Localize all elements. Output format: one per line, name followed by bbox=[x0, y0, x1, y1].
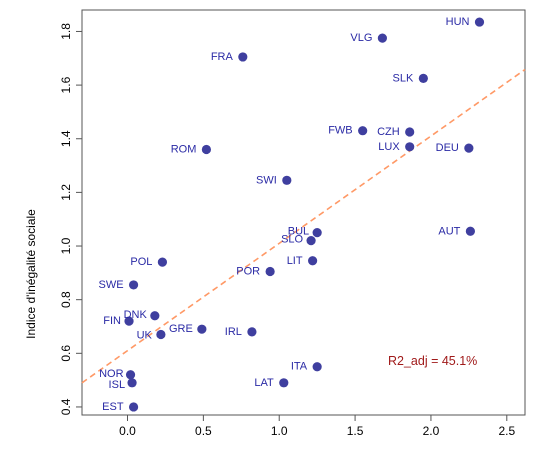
point-label-slo: SLO bbox=[281, 234, 303, 246]
x-tick-label: 2.0 bbox=[423, 424, 440, 438]
point-label-bul: BUL bbox=[288, 226, 309, 238]
data-point-swe bbox=[128, 280, 139, 290]
point-label-deu: DEU bbox=[436, 142, 459, 154]
data-point-lux bbox=[405, 142, 415, 152]
point-label-por: POR bbox=[236, 266, 260, 278]
x-tick-label: 0.0 bbox=[119, 424, 136, 438]
data-point-slk bbox=[418, 73, 428, 83]
y-tick-label: 1.8 bbox=[59, 23, 73, 40]
y-tick-label: 1.4 bbox=[59, 130, 73, 147]
data-point-aut bbox=[465, 226, 475, 236]
x-tick-label: 1.0 bbox=[271, 424, 288, 438]
point-label-dnk: DNK bbox=[124, 309, 148, 321]
data-point-fra bbox=[238, 52, 248, 62]
data-point-vlg bbox=[377, 33, 387, 43]
data-point-fwb bbox=[358, 126, 368, 136]
point-label-irl: IRL bbox=[225, 326, 242, 338]
data-point-czh bbox=[405, 127, 415, 137]
y-tick-label: 0.6 bbox=[59, 345, 73, 362]
data-point-slo bbox=[306, 236, 316, 246]
data-point-lat bbox=[279, 378, 289, 388]
data-point-dnk bbox=[150, 311, 160, 321]
regression-line bbox=[81, 68, 526, 384]
points-layer bbox=[124, 17, 485, 412]
point-label-vlg: VLG bbox=[350, 32, 372, 44]
data-point-deu bbox=[464, 143, 474, 153]
data-point-lit bbox=[308, 256, 318, 266]
plot-frame bbox=[81, 9, 526, 416]
point-label-czh: CZH bbox=[377, 126, 400, 138]
y-tick-label: 0.8 bbox=[59, 291, 73, 308]
data-point-isl bbox=[127, 378, 137, 388]
point-label-aut: AUT bbox=[438, 225, 460, 237]
data-point-ita bbox=[312, 362, 322, 372]
point-label-fra: FRA bbox=[211, 51, 234, 63]
point-label-est: EST bbox=[102, 401, 124, 413]
point-label-isl: ISL bbox=[109, 379, 126, 391]
data-point-gre bbox=[197, 324, 207, 334]
point-label-nor: NOR bbox=[99, 368, 124, 380]
point-label-slk: SLK bbox=[393, 72, 414, 84]
y-tick-label: 1.2 bbox=[59, 184, 73, 201]
data-point-uk bbox=[156, 329, 166, 340]
y-axis: 0.4 0.6 0.8 1.0 1.2 1.4 1.6 1.8 bbox=[59, 23, 82, 415]
point-label-swe: SWE bbox=[99, 279, 124, 291]
point-label-pol: POL bbox=[130, 256, 152, 268]
point-label-uk: UK bbox=[137, 330, 153, 342]
data-point-swi bbox=[282, 175, 292, 185]
y-axis-label: Indice d'inégalité sociale bbox=[24, 209, 38, 339]
point-label-rom: ROM bbox=[171, 143, 197, 155]
y-tick-label: 1.6 bbox=[59, 76, 73, 93]
data-point-nor bbox=[125, 370, 136, 380]
x-tick-label: 2.5 bbox=[498, 424, 515, 438]
data-point-bul bbox=[312, 228, 322, 238]
x-tick-label: 1.5 bbox=[347, 424, 364, 438]
x-tick-label: 0.5 bbox=[195, 424, 212, 438]
point-label-hun: HUN bbox=[446, 16, 470, 28]
y-tick-label: 1.0 bbox=[59, 237, 73, 254]
data-point-pol bbox=[157, 257, 168, 267]
point-label-ita: ITA bbox=[291, 361, 308, 373]
data-point-hun bbox=[474, 17, 485, 27]
point-label-fwb: FWB bbox=[328, 125, 352, 137]
r2-annotation: R2_adj = 45.1% bbox=[388, 354, 477, 368]
point-label-lit: LIT bbox=[287, 255, 303, 267]
data-point-rom bbox=[201, 144, 212, 155]
data-point-por bbox=[265, 266, 275, 277]
data-point-fin bbox=[124, 316, 134, 326]
point-label-gre: GRE bbox=[169, 323, 193, 335]
point-label-swi: SWI bbox=[256, 174, 277, 186]
x-axis: 0.0 0.5 1.0 1.5 2.0 2.5 bbox=[119, 415, 515, 438]
data-point-est bbox=[128, 402, 139, 412]
y-tick-label: 0.4 bbox=[59, 398, 73, 415]
point-label-fin: FIN bbox=[103, 315, 121, 327]
data-point-irl bbox=[247, 327, 257, 337]
point-label-lat: LAT bbox=[254, 377, 274, 389]
point-label-lux: LUX bbox=[378, 141, 400, 153]
regression-layer bbox=[81, 68, 526, 384]
